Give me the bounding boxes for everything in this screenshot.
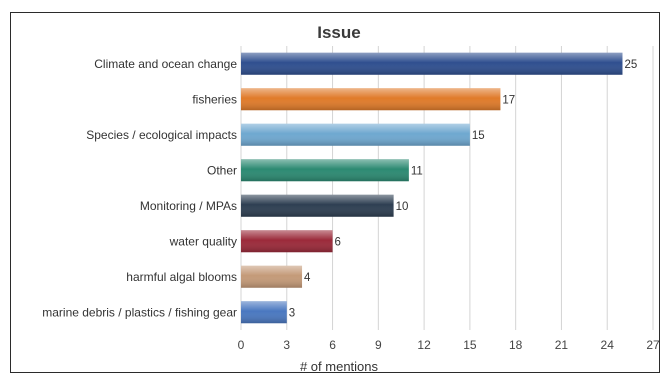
chart-title: Issue	[317, 23, 360, 42]
bar-shading	[241, 194, 394, 217]
category-label: Other	[207, 163, 237, 177]
category-label: marine debris / plastics / fishing gear	[42, 305, 237, 319]
category-labels: Climate and ocean change fisheries Species…	[42, 57, 237, 320]
bar-shading	[241, 265, 303, 288]
value-label: 6	[335, 236, 341, 248]
value-labels: 25 17 15 11 10 6 4 3	[289, 59, 638, 320]
value-label: 3	[289, 307, 295, 319]
x-tick-label: 6	[329, 338, 336, 352]
bar-shading	[241, 159, 409, 182]
category-label: water quality	[169, 234, 237, 248]
value-label: 25	[624, 59, 637, 71]
value-label: 15	[472, 130, 485, 142]
x-tick-label: 18	[509, 338, 523, 352]
x-tick-labels: 0 3 6 9 12 15 18 21 24 27	[238, 338, 660, 352]
x-tick-label: 0	[238, 338, 245, 352]
bar-shading	[241, 52, 623, 75]
bar-shading	[241, 230, 333, 253]
bar-shading	[241, 88, 501, 111]
value-label: 11	[411, 165, 423, 177]
category-label: Climate and ocean change	[94, 57, 237, 71]
bar-shading	[241, 123, 470, 146]
category-label: Species / ecological impacts	[86, 128, 237, 142]
value-label: 17	[502, 94, 515, 106]
x-axis-title: # of mentions	[300, 359, 379, 373]
category-label: fisheries	[192, 92, 237, 106]
bars	[241, 52, 623, 324]
x-tick-label: 24	[601, 338, 615, 352]
x-tick-label: 21	[555, 338, 569, 352]
category-label: harmful algal blooms	[126, 270, 237, 284]
bar-shading	[241, 301, 287, 324]
category-label: Monitoring / MPAs	[140, 199, 237, 213]
x-tick-label: 12	[417, 338, 431, 352]
value-label: 10	[396, 201, 409, 213]
x-tick-label: 15	[463, 338, 477, 352]
x-tick-label: 9	[375, 338, 382, 352]
x-tick-label: 3	[283, 338, 290, 352]
x-tick-label: 27	[646, 338, 660, 352]
value-label: 4	[304, 272, 311, 284]
